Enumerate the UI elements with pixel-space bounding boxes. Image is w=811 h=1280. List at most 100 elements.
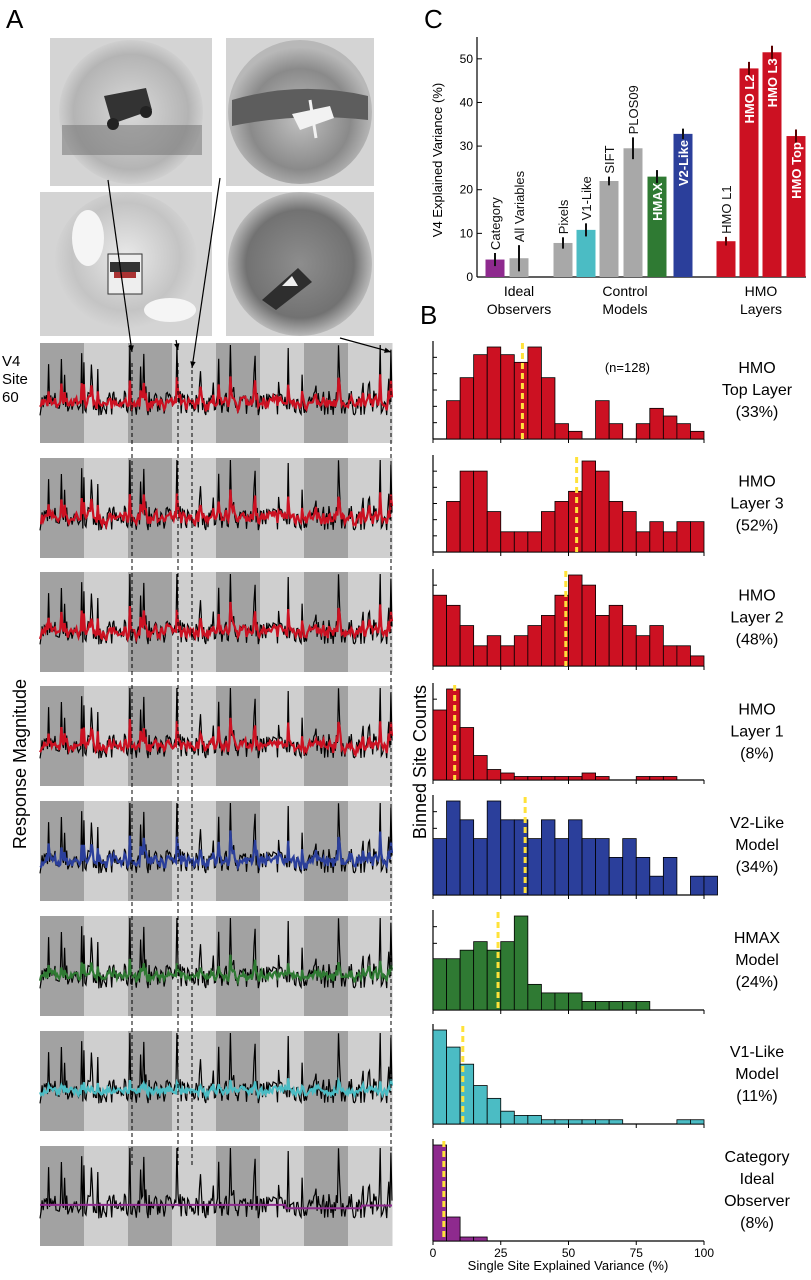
histogram-bar [595, 470, 610, 553]
histogram-bar [432, 958, 447, 1011]
histogram-bar [608, 857, 624, 896]
histogram-bar [608, 1001, 624, 1011]
histogram-bar [649, 521, 664, 553]
histogram-bar [635, 776, 651, 781]
histogram-bar [595, 615, 610, 667]
histogram-bar [500, 772, 515, 781]
histogram-bar [432, 1029, 447, 1125]
histogram-bar [486, 949, 502, 1011]
panel-b-x-axis-label: Single Site Explained Variance (%) [468, 1258, 669, 1273]
panel-c-bar-label: Category [488, 197, 503, 250]
histogram-bar [541, 511, 556, 553]
histogram-bar [690, 1119, 705, 1125]
stimulus-block [304, 1031, 349, 1131]
histogram-bar [676, 423, 691, 440]
stimulus-block [260, 1031, 305, 1131]
histogram-bar [662, 415, 678, 440]
histogram-bar [527, 838, 542, 896]
panel-c-bar-label: PLOS09 [626, 85, 641, 134]
panel-c-bar [786, 136, 806, 277]
histogram-panel-label: Model [735, 1066, 779, 1083]
histogram-bar [527, 983, 542, 1011]
panel-c-group-label: Ideal [504, 283, 534, 299]
panel-a-response-traces: V4 Site 60 Response Magnitude [2, 177, 394, 1246]
histogram-bar [486, 1097, 502, 1125]
histogram-panel-label: (11%) [736, 1088, 778, 1105]
stimulus-images [40, 38, 374, 336]
histogram-panel-label: Ideal [740, 1171, 775, 1188]
panel-c-y-tick-label: 0 [466, 270, 473, 284]
histogram-bar [459, 470, 475, 553]
histogram-bar [446, 400, 461, 440]
histogram-bar [622, 511, 637, 553]
histogram-panel-label: HMO [738, 360, 775, 377]
panel-c-bar-label: HMO Top [789, 142, 804, 199]
histogram-bar [608, 501, 624, 553]
histogram-bar [649, 625, 664, 667]
histogram-bar [473, 941, 488, 1011]
stimulus-block [172, 686, 217, 786]
panel-c-y-tick-label: 50 [460, 52, 474, 66]
histogram-panel-label: V2-Like [730, 815, 784, 832]
stimulus-block [260, 686, 305, 786]
histogram-bar [541, 377, 556, 440]
histogram-bar [500, 354, 515, 440]
histogram-bar [635, 1001, 651, 1011]
histogram-bar [581, 460, 596, 553]
histogram-bar [473, 1236, 488, 1242]
histogram-bar [581, 1119, 596, 1125]
stimulus-block [128, 1146, 173, 1246]
histogram-bar [432, 594, 447, 667]
panel-b-histograms: Binned Site Counts Single Site Explained… [410, 341, 793, 1273]
image-arrowhead [174, 343, 180, 350]
histogram-bar [554, 501, 569, 553]
histogram-bar [662, 531, 678, 553]
histogram-bar [608, 423, 624, 440]
histogram-bar [541, 992, 556, 1011]
model-prediction-line [40, 489, 394, 531]
histogram-bar [690, 875, 705, 896]
panel-c-bar [576, 229, 596, 277]
histogram-bar [473, 838, 488, 896]
stimulus-block [260, 1146, 305, 1246]
histogram-bar [568, 1119, 583, 1125]
histogram-bar [554, 1119, 569, 1125]
histogram-bar [473, 470, 488, 553]
response-trace-row [39, 343, 394, 443]
panel-c-bar-label: V1-Like [579, 176, 594, 220]
panel-c-bar-label: HMO L3 [765, 58, 780, 107]
histogram-bar [554, 992, 569, 1011]
histogram-panel-label: Layer 3 [730, 496, 783, 513]
stimulus-block [304, 343, 349, 443]
histogram-bar [500, 941, 515, 1011]
panel-c-bar [716, 241, 736, 277]
histogram-bar [581, 1001, 596, 1011]
stimulus-block [304, 686, 349, 786]
histogram-bar [690, 521, 705, 553]
panel-c-bar [673, 133, 693, 277]
histogram-bar [581, 584, 596, 667]
panel-c-bar [739, 68, 759, 277]
histogram-bar [486, 635, 502, 667]
histogram-bar [690, 655, 705, 667]
histogram-bar [595, 838, 610, 896]
histogram-bar [554, 423, 569, 440]
stimulus-chair-image [40, 192, 212, 336]
histogram-panel-label: (34%) [736, 859, 779, 876]
histogram-bar [595, 1119, 610, 1125]
histogram-bar [662, 645, 678, 667]
histogram-bar [459, 377, 475, 440]
panel-c-group-label: Observers [487, 301, 552, 317]
histogram-bar [595, 776, 610, 781]
histogram-bar [432, 838, 447, 896]
panel-c-bar-label: HMAX [650, 182, 665, 221]
image-arrowhead [384, 347, 391, 353]
histogram-bar [473, 1085, 488, 1125]
histogram-bar [473, 354, 488, 440]
histogram-bar [486, 511, 502, 553]
histogram-bar [459, 1063, 475, 1125]
panel-c-y-tick-label: 30 [460, 139, 474, 153]
image-arrow [107, 179, 133, 353]
panel-c-bar [553, 242, 573, 277]
histogram-bar [446, 1046, 461, 1125]
